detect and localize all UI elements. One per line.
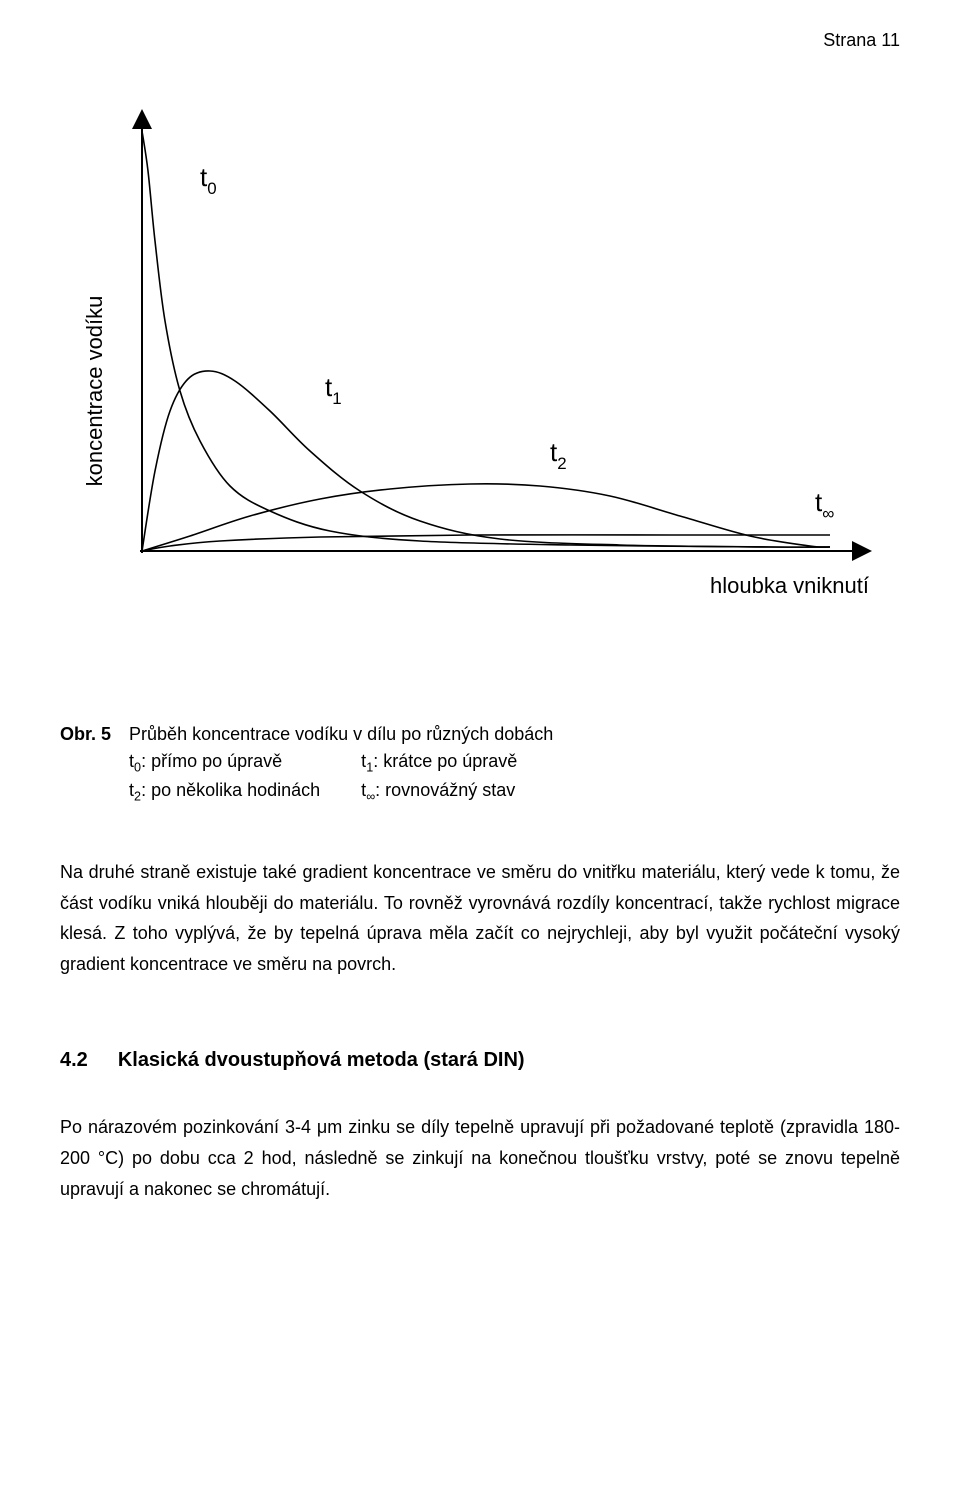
caption-item: t0: přímo po úpravě: [129, 748, 321, 777]
caption-item: t∞: rovnovážný stav: [361, 777, 553, 806]
caption-item: t2: po několika hodinách: [129, 777, 321, 806]
figure-title: Průběh koncentrace vodíku v dílu po různ…: [129, 721, 553, 748]
concentration-chart: koncentrace vodíku hloubka vniknutí t0 t1 t2…: [70, 91, 890, 691]
paragraph-2: Po nárazovém pozinkování 3-4 μm zinku se…: [60, 1112, 900, 1204]
svg-text:t∞: t∞: [815, 487, 834, 523]
svg-text:koncentrace vodíku: koncentrace vodíku: [82, 296, 107, 487]
svg-text:t0: t0: [200, 162, 217, 198]
paragraph-1: Na druhé straně existuje také gradient k…: [60, 857, 900, 979]
page-number: Strana 11: [60, 30, 900, 51]
caption-item: t1: krátce po úpravě: [361, 748, 553, 777]
figure-caption: Obr. 5 Průběh koncentrace vodíku v dílu …: [60, 721, 900, 807]
svg-text:t2: t2: [550, 437, 567, 473]
section-title: Klasická dvoustupňová metoda (stará DIN): [118, 1049, 525, 1072]
figure-label: Obr. 5: [60, 721, 111, 807]
section-number: 4.2: [60, 1049, 88, 1072]
svg-text:hloubka vniknutí: hloubka vniknutí: [710, 573, 869, 598]
section-heading: 4.2 Klasická dvoustupňová metoda (stará …: [60, 1049, 900, 1072]
svg-text:t1: t1: [325, 372, 342, 408]
